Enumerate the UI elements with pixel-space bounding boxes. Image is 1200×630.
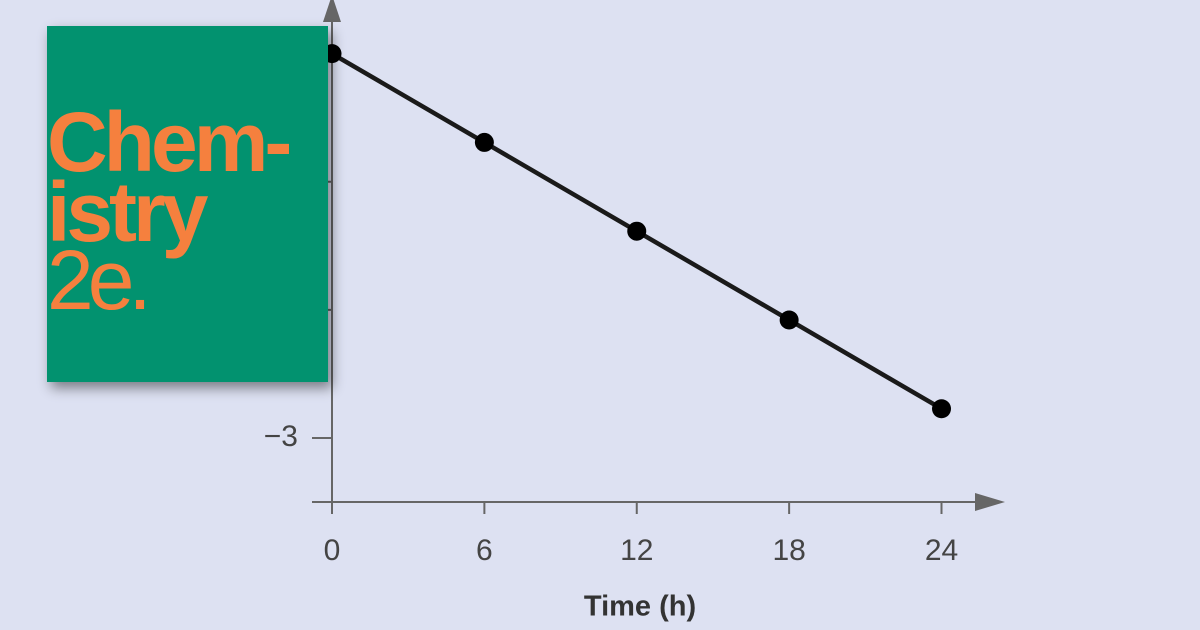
cover-edition: 2e.	[47, 233, 152, 327]
cover-title: istry	[47, 165, 208, 259]
x-axis-label: Time (h)	[584, 591, 696, 623]
data-point	[779, 310, 799, 330]
y-axis-arrow	[323, 0, 341, 22]
x-tick-label: 0	[324, 534, 341, 567]
cover-title: Chem-	[47, 95, 292, 189]
data-point	[474, 132, 494, 152]
data-point	[627, 221, 647, 241]
x-tick-label: 18	[772, 534, 805, 567]
data-point	[932, 399, 952, 419]
x-axis-arrow	[975, 493, 1005, 511]
x-tick-label: 6	[476, 534, 493, 567]
x-tick-label: 12	[620, 534, 653, 567]
book-cover: Chem- istry 2e.	[47, 26, 328, 382]
x-tick-label: 24	[925, 534, 958, 567]
y-tick-label: −3	[264, 420, 298, 453]
